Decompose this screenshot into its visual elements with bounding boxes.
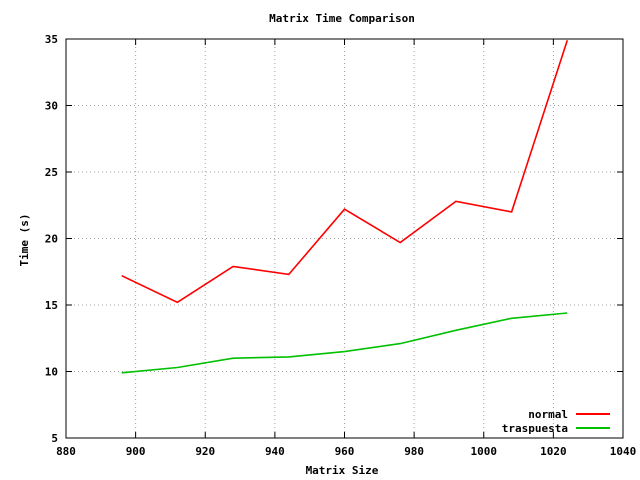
x-axis-label: Matrix Size (306, 464, 379, 477)
legend-label-normal: normal (528, 408, 568, 421)
y-tick-label: 25 (45, 166, 58, 179)
x-tick-label: 1020 (540, 445, 567, 458)
y-tick-label: 10 (45, 366, 58, 379)
y-tick-label: 5 (51, 432, 58, 445)
x-tick-label: 920 (195, 445, 215, 458)
legend-label-traspuesta: traspuesta (502, 422, 568, 435)
y-tick-label: 35 (45, 33, 58, 46)
x-tick-label: 980 (404, 445, 424, 458)
x-tick-label: 960 (335, 445, 355, 458)
y-tick-label: 30 (45, 100, 58, 113)
series-lines (121, 40, 569, 374)
axis-ticks: 880 900 920 940 960 980 1000 1020 1040 5 10 15 20 25 3… (45, 33, 637, 458)
legend: normal traspuesta (502, 408, 610, 435)
x-tick-label: 880 (56, 445, 76, 458)
x-tick-label: 900 (126, 445, 146, 458)
series-line-traspuesta (121, 312, 568, 374)
y-axis-label: Time (s) (18, 214, 31, 267)
chart-title: Matrix Time Comparison (269, 12, 415, 25)
x-tick-label: 940 (265, 445, 285, 458)
x-tick-label: 1000 (471, 445, 498, 458)
series-line-normal (121, 40, 569, 304)
x-tick-label: 1040 (610, 445, 637, 458)
y-tick-label: 15 (45, 299, 58, 312)
y-tick-label: 20 (45, 233, 58, 246)
